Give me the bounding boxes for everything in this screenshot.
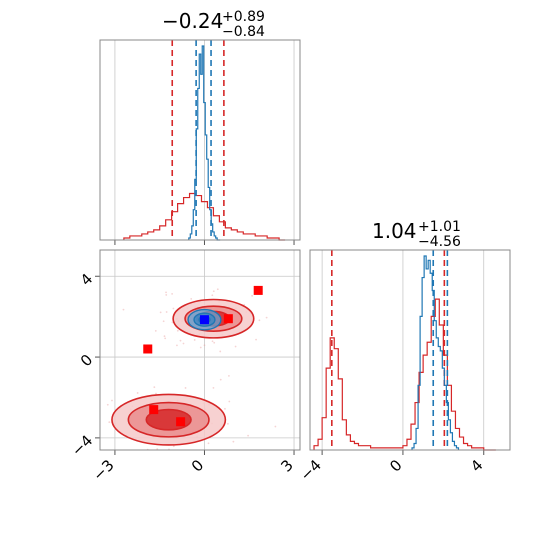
red-sample-dot: [165, 311, 168, 313]
red-sample-dot: [87, 410, 89, 412]
right-title-sup: +1.01: [418, 219, 461, 235]
red-sample-dot: [172, 307, 175, 310]
red-sample-dot: [251, 294, 254, 297]
red-sample-dot: [258, 319, 261, 322]
corner-ytick-label-2: 4: [77, 270, 96, 289]
red-sample-dot: [199, 346, 202, 349]
red-sample-dot: [176, 344, 178, 347]
red-sample-dot: [207, 442, 210, 445]
red-sample-dot: [211, 294, 214, 297]
red-marker-4: [176, 417, 186, 427]
red-sample-dot: [224, 407, 226, 410]
red-sample-dot: [274, 425, 277, 428]
red-sample-dot: [227, 422, 229, 425]
corner-xtick-label-0: −3: [89, 456, 117, 484]
red-sample-dot: [156, 476, 158, 478]
red-sample-dot: [159, 311, 162, 314]
red-sample-dot: [182, 342, 185, 345]
red-sample-dot: [87, 414, 89, 416]
top-hist-series-0: [123, 192, 286, 241]
red-sample-dot: [164, 337, 167, 340]
right-panel-frame: [309, 249, 511, 451]
red-sample-dot: [219, 350, 222, 353]
red-marker-3: [149, 405, 159, 415]
corner-ytick-label-0: −4: [68, 432, 96, 460]
red-sample-dot: [176, 329, 179, 332]
red-sample-dot: [255, 338, 257, 341]
red-sample-dot: [122, 308, 125, 311]
bottom-right-histogram-panel: −4 0 4 1.04 +1.01−4.56: [297, 219, 511, 484]
right-title-value: 1.04: [372, 219, 417, 243]
red-sample-dot: [212, 290, 215, 293]
red-sample-dot: [136, 392, 139, 394]
red-sample-dot: [108, 421, 111, 424]
red-sample-dot: [228, 400, 231, 403]
red-sample-dot: [72, 385, 74, 387]
right-title-sub: −4.56: [418, 234, 461, 250]
red-sample-dot: [132, 463, 134, 465]
right-hist-series-0: [313, 298, 496, 451]
blue-marker-0: [199, 315, 209, 325]
red-sample-dot: [265, 316, 268, 319]
red-sample-dot: [228, 375, 230, 377]
red-sample-dot: [165, 294, 168, 296]
corner-xtick-label-1: 0: [188, 456, 207, 475]
red-sample-dot: [106, 403, 109, 406]
red-sample-dot: [203, 344, 206, 347]
red-sample-dot: [172, 445, 175, 448]
right-xtick-label-2: 4: [467, 456, 486, 475]
red-sample-dot: [155, 392, 157, 395]
bottom-left-contour-panel: −3 0 3 −4 0 4: [50, 249, 301, 484]
red-sample-dot: [136, 451, 138, 453]
red-marker-0: [253, 285, 263, 295]
red-sample-dot: [153, 386, 156, 389]
red-sample-dot: [216, 288, 219, 291]
red-sample-dot: [162, 320, 165, 323]
red-sample-dot: [182, 462, 184, 464]
red-sample-dot: [154, 329, 157, 332]
top-title-sub: −0.84: [222, 24, 265, 40]
red-sample-dot: [184, 387, 187, 389]
corner-plot-area: [50, 285, 277, 478]
red-sample-dot: [156, 448, 159, 450]
red-sample-dot: [232, 440, 235, 443]
red-sample-dot: [50, 441, 52, 443]
corner-ytick-label-1: 0: [77, 351, 96, 370]
top-panel-bg: [100, 40, 300, 240]
red-sample-dot: [171, 292, 174, 295]
red-sample-dot: [219, 378, 222, 381]
top-hist-series-1: [188, 45, 221, 241]
red-sample-dot: [93, 424, 95, 426]
red-marker-2: [143, 344, 153, 354]
red-sample-dot: [179, 339, 182, 342]
right-panel-bg: [310, 250, 510, 450]
right-hist-series-1: [411, 255, 460, 450]
red-sample-dot: [163, 335, 166, 338]
red-marker-1: [223, 314, 233, 324]
red-sample-dot: [247, 434, 250, 437]
red-sample-dot: [165, 291, 167, 294]
red-sample-dot: [212, 386, 215, 389]
red-sample-dot: [234, 345, 237, 348]
top-left-histogram-panel: −0.24+0.89−0.84: [99, 9, 301, 245]
top-panel-frame: [99, 39, 301, 241]
red-sample-dot: [190, 297, 193, 300]
red-sample-dot: [213, 341, 216, 344]
corner-panel-frame: [99, 249, 301, 451]
top-title-value: −0.24: [162, 9, 223, 33]
corner-xtick-label-2: 3: [277, 456, 296, 475]
red-sample-dot: [193, 339, 196, 341]
right-xtick-label-1: 0: [386, 456, 405, 475]
top-title-sup: +0.89: [222, 9, 265, 25]
red-sample-dot: [211, 340, 214, 343]
red-sample-dot: [111, 399, 113, 402]
right-xtick-label-0: −4: [297, 456, 325, 484]
